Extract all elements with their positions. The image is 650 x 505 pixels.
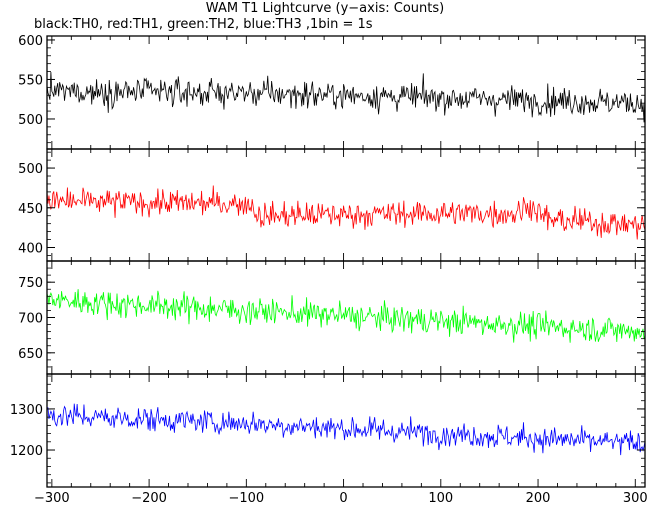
x-tick-label: −100: [228, 491, 264, 505]
panel-frame-th3: [46, 373, 646, 488]
x-tick-label: −200: [131, 491, 167, 505]
y-tick-label: 700: [18, 312, 43, 327]
y-tick-label: 400: [18, 241, 43, 256]
x-tick-label: 300: [623, 491, 648, 505]
series-line-th1: [47, 185, 645, 240]
panel-frame-th1: [46, 148, 646, 262]
y-tick-label: 450: [18, 202, 43, 217]
x-tick-label: 200: [526, 491, 551, 505]
x-tick-label: 0: [339, 491, 347, 505]
y-tick-label: 500: [18, 113, 43, 128]
y-tick-label: 600: [18, 34, 43, 49]
y-tick-label: 650: [18, 347, 43, 362]
chart-title: WAM T1 Lightcurve (y−axis: Counts): [205, 1, 445, 16]
x-tick-label: −300: [34, 491, 70, 505]
y-tick-label: 750: [18, 276, 43, 291]
x-tick-label: 100: [428, 491, 453, 505]
series-line-th3: [47, 403, 645, 456]
series-line-th0: [47, 71, 645, 123]
y-tick-label: 500: [18, 162, 43, 177]
chart-legend-subtitle: black:TH0, red:TH1, green:TH2, blue:TH3 …: [34, 17, 373, 32]
y-tick-label: 1200: [10, 444, 43, 459]
series-line-th2: [47, 289, 645, 343]
panel-frame-th2: [46, 260, 646, 375]
y-tick-label: 1300: [10, 403, 43, 418]
y-tick-label: 550: [18, 73, 43, 88]
